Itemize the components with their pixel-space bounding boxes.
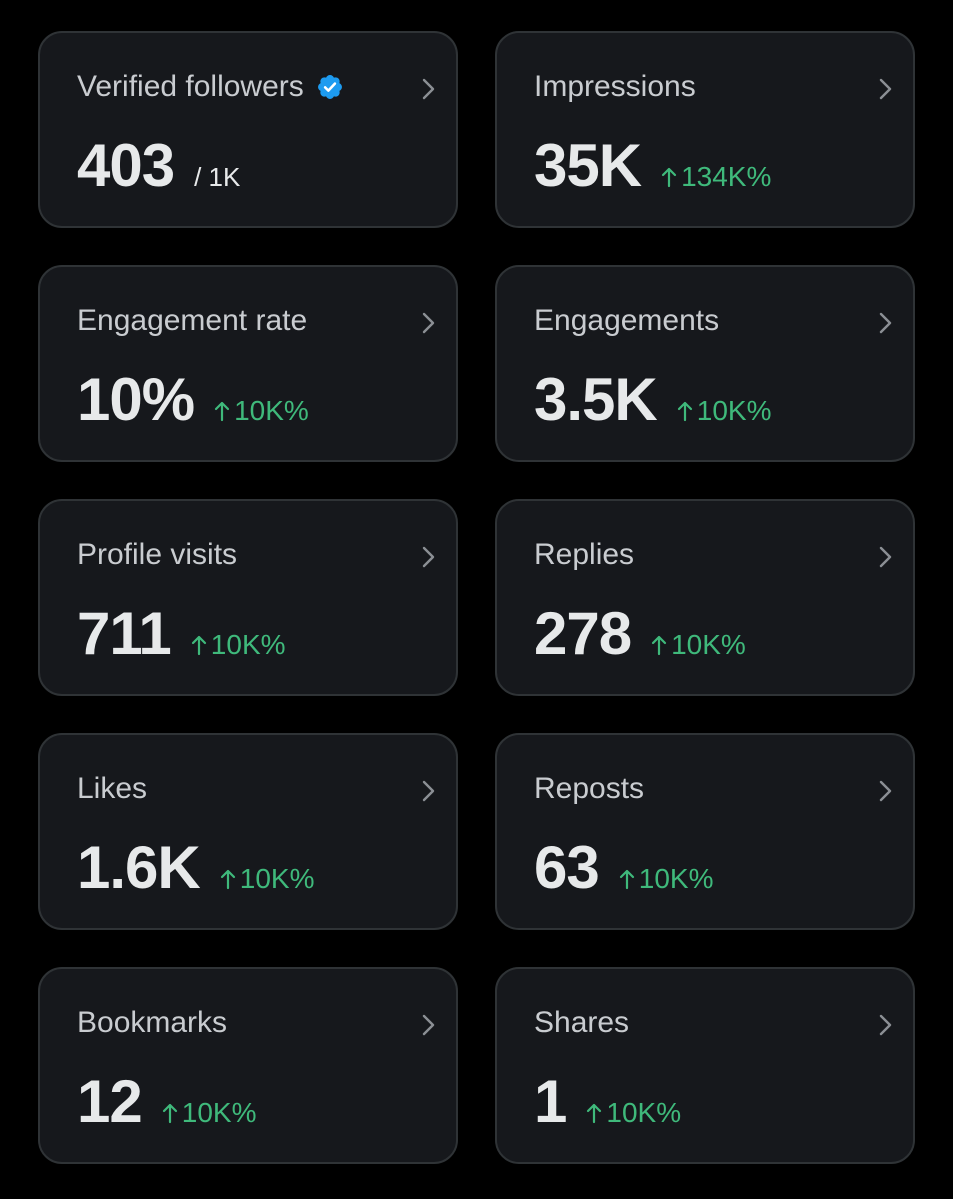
up-arrow-icon [677,401,692,422]
card-title: Engagement rate [77,304,308,337]
card-change-value: 10K% [239,863,315,894]
card-change-value: 10K% [181,1097,257,1128]
chevron-right-icon [422,546,435,568]
card-value-row: 12 10K% [77,1069,256,1135]
card-value: 12 [77,1068,143,1135]
card-engagement-rate[interactable]: Engagement rate 10% 10K% [38,265,458,462]
chevron-right-icon [879,312,892,334]
card-value: 3.5K [534,366,658,433]
chevron-right-icon [422,1014,435,1036]
up-arrow-icon [214,401,230,422]
card-title-wrap: Verified followers [77,69,344,105]
chevron-right-icon [422,312,435,334]
card-value-row: 3.5K 10K% [534,367,771,433]
up-arrow-icon [619,869,634,890]
card-change-value: 10K% [638,863,714,894]
card-title: Engagements [534,304,720,337]
card-title: Likes [77,772,148,805]
card-value-row: 1.6K 10K% [77,835,314,901]
card-value: 1.6K [77,834,201,901]
card-value: 10% [77,366,195,433]
card-change: 134K% [661,161,771,193]
card-value: 403 [77,132,175,199]
card-value-row: 63 10K% [534,835,713,901]
chevron-right-icon [879,546,892,568]
chevron-right-icon [422,780,435,802]
card-value: 1 [534,1068,567,1135]
card-change: 10K% [191,629,286,661]
card-value: 711 [77,600,172,667]
card-value: 278 [534,600,632,667]
card-change-value: 10K% [671,629,746,660]
card-value: 63 [534,834,600,901]
card-impressions[interactable]: Impressions 35K 134K% [495,31,915,228]
card-value-row: 10% 10K% [77,367,309,433]
card-change-value: 10K% [606,1097,682,1128]
up-arrow-icon [220,869,235,890]
card-title: Impressions [534,70,696,103]
card-replies[interactable]: Replies 278 10K% [495,499,915,696]
card-change: 10K% [220,863,315,895]
card-change-value: 10K% [210,629,286,660]
card-change: 10K% [586,1097,681,1129]
up-arrow-icon [661,167,677,188]
card-value-row: 711 10K% [77,601,286,667]
chevron-right-icon [422,78,435,100]
verified-badge-icon [317,75,342,99]
card-reposts[interactable]: Reposts 63 10K% [495,733,915,930]
card-value-row: 1 10K% [534,1069,681,1135]
card-title: Profile visits [77,538,238,571]
up-arrow-icon [191,635,206,656]
card-change: 10K% [651,629,746,661]
card-title: Shares [534,1006,630,1039]
card-change-value: 134K% [681,161,772,192]
analytics-grid: Verified followers 403 / 1K Impressions … [38,31,915,1164]
card-title: Bookmarks [77,1006,228,1039]
card-change-value: 10K% [234,395,309,426]
card-value: 35K [534,132,642,199]
card-likes[interactable]: Likes 1.6K 10K% [38,733,458,930]
up-arrow-icon [652,635,667,656]
chevron-right-icon [879,78,892,100]
card-title: Verified followers [77,70,304,103]
chevron-right-icon [879,780,892,802]
up-arrow-icon [587,1103,602,1124]
card-verified-followers[interactable]: Verified followers 403 / 1K [38,31,458,228]
card-value-row: 278 10K% [534,601,746,667]
card-change: 10K% [162,1097,257,1129]
card-shares[interactable]: Shares 1 10K% [495,967,915,1164]
card-title: Replies [534,538,635,571]
card-change-value: 10K% [696,395,772,426]
card-value-suffix: / 1K [194,162,241,192]
card-value-row: 403 / 1K [77,133,240,199]
card-change: 10K% [214,395,309,427]
up-arrow-icon [162,1103,177,1124]
card-value-row: 35K 134K% [534,133,771,199]
card-title: Reposts [534,772,645,805]
card-profile-visits[interactable]: Profile visits 711 10K% [38,499,458,696]
card-bookmarks[interactable]: Bookmarks 12 10K% [38,967,458,1164]
chevron-right-icon [879,1014,892,1036]
card-change: 10K% [619,863,714,895]
card-engagements[interactable]: Engagements 3.5K 10K% [495,265,915,462]
card-change: 10K% [677,395,772,427]
